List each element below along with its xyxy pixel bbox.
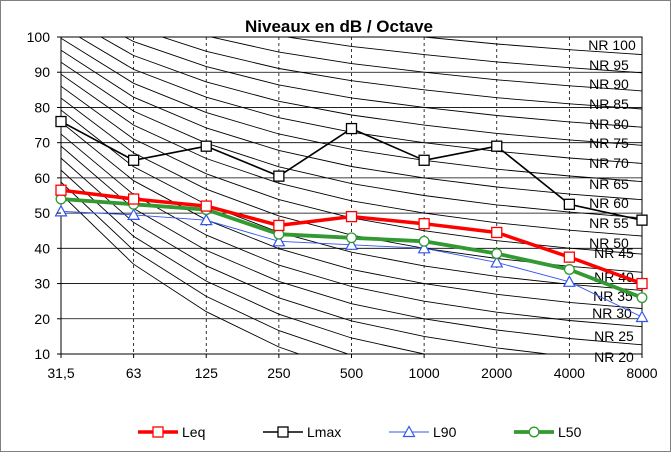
- data-point-l90: [562, 275, 576, 287]
- legend: Leq Lmax L90 L50: [138, 424, 582, 440]
- nr-curve: [61, 193, 301, 354]
- nr-label: NR 50: [589, 235, 629, 251]
- x-tick-label: 2000: [481, 365, 512, 381]
- y-tick-label: 50: [34, 205, 50, 221]
- data-point-leq: [273, 219, 285, 232]
- legend-marker-l90: [402, 425, 416, 438]
- data-point-leq: [55, 184, 67, 196]
- nr-curve: [61, 181, 350, 354]
- nr-curve: [61, 37, 642, 183]
- y-tick-label: 10: [34, 346, 50, 362]
- x-tick-label: 250: [267, 365, 291, 381]
- chart-title: Niveaux en dB / Octave: [245, 17, 433, 36]
- data-point-l90: [490, 255, 504, 268]
- x-tick-label: 1000: [409, 365, 440, 381]
- data-point-lmax: [200, 140, 212, 152]
- x-tick-label: 125: [195, 365, 219, 381]
- nr-label: NR 65: [589, 176, 629, 192]
- data-point-leq: [418, 218, 430, 230]
- y-tick-label: 30: [34, 276, 50, 292]
- nr-label: NR 95: [589, 57, 629, 73]
- data-point-l90: [127, 208, 141, 220]
- nr-label: NR 30: [592, 305, 632, 321]
- data-point-leq: [345, 210, 358, 223]
- data-point-l50: [491, 248, 503, 260]
- data-point-lmax: [273, 170, 285, 182]
- legend-marker-l50: [528, 426, 540, 438]
- y-tick-label: 20: [34, 311, 50, 327]
- series-lmax: [55, 115, 648, 226]
- nr-curve: [61, 121, 642, 310]
- x-tick-label: 63: [126, 365, 142, 381]
- data-point-lmax: [127, 154, 140, 166]
- data-point-l50: [563, 264, 575, 275]
- data-point-lmax: [491, 140, 503, 152]
- series-leq: [55, 184, 648, 290]
- data-point-lmax: [55, 115, 67, 128]
- data-point-lmax: [418, 154, 430, 166]
- nr-label: NR 45: [594, 245, 634, 261]
- series-l90: [54, 204, 649, 323]
- nr-curve: [419, 37, 642, 56]
- data-point-l50: [346, 232, 357, 244]
- nr-label: NR 75: [589, 135, 629, 151]
- data-point-l50: [636, 292, 648, 304]
- nr-curve: [61, 109, 642, 291]
- legend-label-l50: L50: [558, 424, 582, 440]
- nr-label: NR 90: [589, 76, 629, 92]
- data-point-l50: [418, 235, 430, 247]
- data-point-lmax: [636, 214, 648, 226]
- data-point-leq: [200, 200, 212, 212]
- legend-label-leq: Leq: [182, 424, 205, 440]
- legend-label-l90: L90: [433, 424, 457, 440]
- data-point-leq: [636, 277, 648, 290]
- nr-curve: [61, 133, 642, 328]
- data-point-lmax: [563, 198, 576, 210]
- legend-marker-leq: [152, 426, 164, 438]
- data-point-leq: [491, 226, 503, 239]
- legend-marker-lmax: [277, 426, 289, 438]
- x-tick-label: 31,5: [47, 365, 74, 381]
- nr-curve: [284, 37, 642, 74]
- x-tick-label: 500: [340, 365, 364, 381]
- y-tick-label: 90: [34, 64, 50, 80]
- nr-label: NR 70: [589, 155, 629, 171]
- legend-label-lmax: Lmax: [307, 424, 341, 440]
- y-tick-label: 100: [27, 29, 51, 45]
- data-point-l90: [417, 241, 431, 254]
- x-tick-label: 8000: [626, 365, 657, 381]
- y-tick-label: 40: [34, 240, 50, 256]
- data-point-l90: [272, 234, 286, 247]
- data-point-l90: [635, 310, 649, 323]
- nr-label: NR 85: [589, 96, 629, 112]
- nr-label: NR 55: [589, 215, 629, 231]
- y-tick-label: 60: [34, 170, 50, 186]
- data-point-l90: [344, 238, 359, 250]
- nr-label: NR 60: [589, 195, 629, 211]
- data-point-leq: [127, 193, 140, 205]
- data-point-lmax: [345, 122, 358, 135]
- x-tick-label: 4000: [554, 365, 585, 381]
- nr-label: NR 80: [589, 116, 629, 132]
- data-point-leq: [563, 251, 576, 263]
- nr-label: NR 25: [594, 328, 634, 344]
- data-point-l90: [199, 213, 213, 226]
- y-tick-label: 80: [34, 99, 50, 115]
- nr-label: NR 100: [588, 37, 636, 53]
- y-tick-label: 70: [34, 135, 50, 151]
- nr-label: NR 20: [594, 349, 634, 365]
